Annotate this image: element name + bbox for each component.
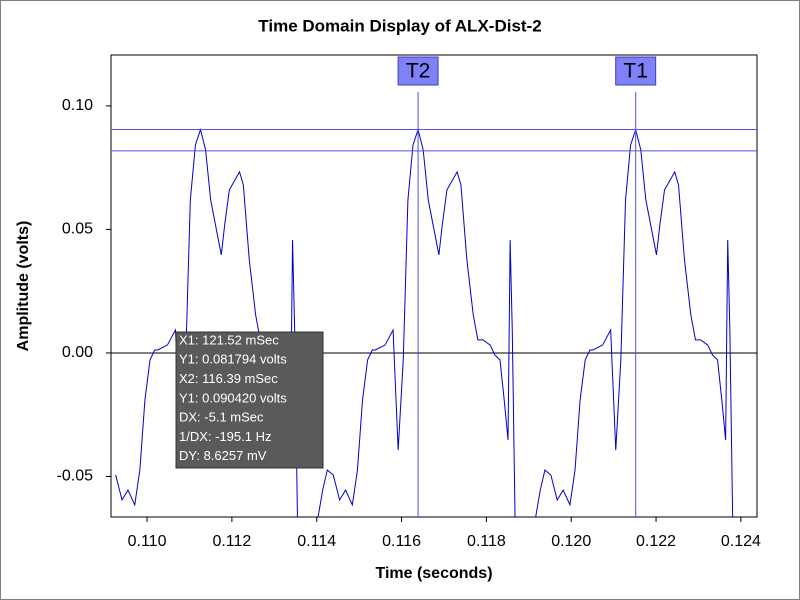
- x-tick-label: 0.112: [212, 533, 251, 550]
- x-tick-label: 0.116: [382, 533, 421, 550]
- y-tick-label: -0.05: [57, 468, 94, 485]
- readout-line: X2: 116.39 mSec: [179, 371, 278, 386]
- readout-line: Y1: 0.081794 volts: [179, 352, 287, 367]
- readout-line: DX: -5.1 mSec: [179, 410, 264, 425]
- readout-box: [175, 331, 324, 469]
- x-tick-label: 0.118: [467, 533, 506, 550]
- readout-line: Y1: 0.090420 volts: [179, 390, 287, 405]
- readout-line: 1/DX: -195.1 Hz: [179, 429, 272, 444]
- y-tick-label: 0.05: [62, 221, 93, 238]
- x-tick-label: 0.114: [297, 533, 336, 550]
- overlay-layer: T2 T1 X1: 121.52 mSec Y1: 0.081794 volts X2:…: [111, 56, 757, 517]
- chart-title: Time Domain Display of ALX-Dist-2: [258, 16, 541, 35]
- x-tick-label: 0.122: [636, 533, 676, 550]
- x-tick-label: 0.120: [551, 533, 591, 550]
- cursor-label: T2: [406, 60, 431, 83]
- x-tick-label: 0.124: [721, 533, 761, 550]
- signal-line: [115, 127, 734, 517]
- cursor-tag: [615, 56, 657, 86]
- x-tick-label: 0.110: [128, 533, 167, 550]
- y-tick-label: 0.00: [62, 344, 93, 361]
- readout-line: X1: 121.52 mSec: [179, 332, 279, 347]
- cursor-label: T1: [623, 60, 648, 83]
- x-axis-label: Time (seconds): [375, 565, 492, 582]
- y-tick-label: 0.10: [62, 97, 93, 114]
- cursor-tag: [397, 56, 439, 86]
- readout-line: DY: 8.6257 mV: [179, 448, 267, 463]
- y-axis-label: Amplitude (volts): [15, 221, 32, 352]
